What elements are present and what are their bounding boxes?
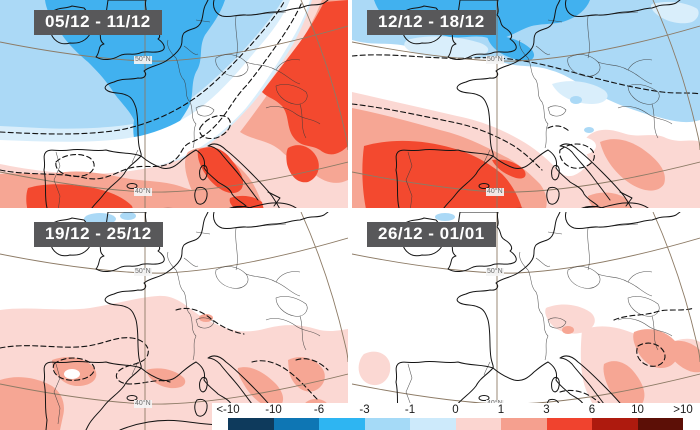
colorbar-tick: -3 xyxy=(359,404,370,416)
colorbar-tick: <-10 xyxy=(216,404,240,416)
colorbar-swatch xyxy=(592,418,638,430)
date-range-label-week3: 19/12 - 25/12 xyxy=(34,222,163,247)
colorbar-tick-labels: <-10 -10 -6 -3 -1 0 1 3 6 10 >10 xyxy=(212,404,700,417)
zero-anomaly-contours xyxy=(352,54,700,171)
date-range-label-week4: 26/12 - 01/01 xyxy=(367,222,496,247)
lat-label-40n: 40°N xyxy=(486,188,504,196)
colorbar-tick: 3 xyxy=(543,404,550,416)
colorbar-swatches xyxy=(228,418,683,430)
date-range-label-week2: 12/12 - 18/12 xyxy=(367,10,496,35)
map-panel-week2: 50°N 40°N 12/12 - 18/12 xyxy=(352,0,700,208)
colorbar-swatch xyxy=(637,418,683,430)
colorbar-swatch xyxy=(455,418,501,430)
colorbar-swatch xyxy=(364,418,410,430)
zero-anomaly-contours xyxy=(0,1,303,180)
colorbar-tick: -6 xyxy=(313,404,325,416)
colorbar-swatch xyxy=(546,418,592,430)
colorbar-swatch xyxy=(273,418,319,430)
colorbar-tick: 10 xyxy=(631,404,644,416)
colorbar-tick: -10 xyxy=(265,404,282,416)
colorbar-tick: -1 xyxy=(404,404,416,416)
colorbar-tick: 6 xyxy=(588,404,596,416)
colorbar-swatch xyxy=(410,418,456,430)
colorbar-swatch xyxy=(228,418,274,430)
temperature-anomaly-colorbar: <-10 -10 -6 -3 -1 0 1 3 6 10 >10 xyxy=(212,403,700,430)
lat-label-50n: 50°N xyxy=(134,56,152,64)
colorbar-tick: 1 xyxy=(497,404,505,416)
colorbar-tick: 0 xyxy=(452,404,459,416)
lat-label-50n: 50°N xyxy=(486,268,504,276)
colorbar-tick: >10 xyxy=(673,404,693,416)
lat-label-50n: 50°N xyxy=(134,268,152,276)
map-panel-week1: 50°N 40°N 05/12 - 11/12 xyxy=(0,0,348,208)
anomaly-field xyxy=(0,212,348,430)
colorbar-swatch xyxy=(319,418,365,430)
lat-label-40n: 40°N xyxy=(134,188,152,196)
date-range-label-week1: 05/12 - 11/12 xyxy=(34,10,162,35)
lat-label-50n: 50°N xyxy=(486,56,504,64)
map-panel-week4: 50°N 40°N 26/12 - 01/01 xyxy=(352,212,700,430)
map-panel-week3: 50°N 40°N 19/12 - 25/12 xyxy=(0,212,348,430)
zero-anomaly-contours xyxy=(0,307,329,401)
colorbar-swatch xyxy=(501,418,547,430)
anomaly-field xyxy=(0,0,348,208)
lat-label-40n: 40°N xyxy=(134,400,152,408)
